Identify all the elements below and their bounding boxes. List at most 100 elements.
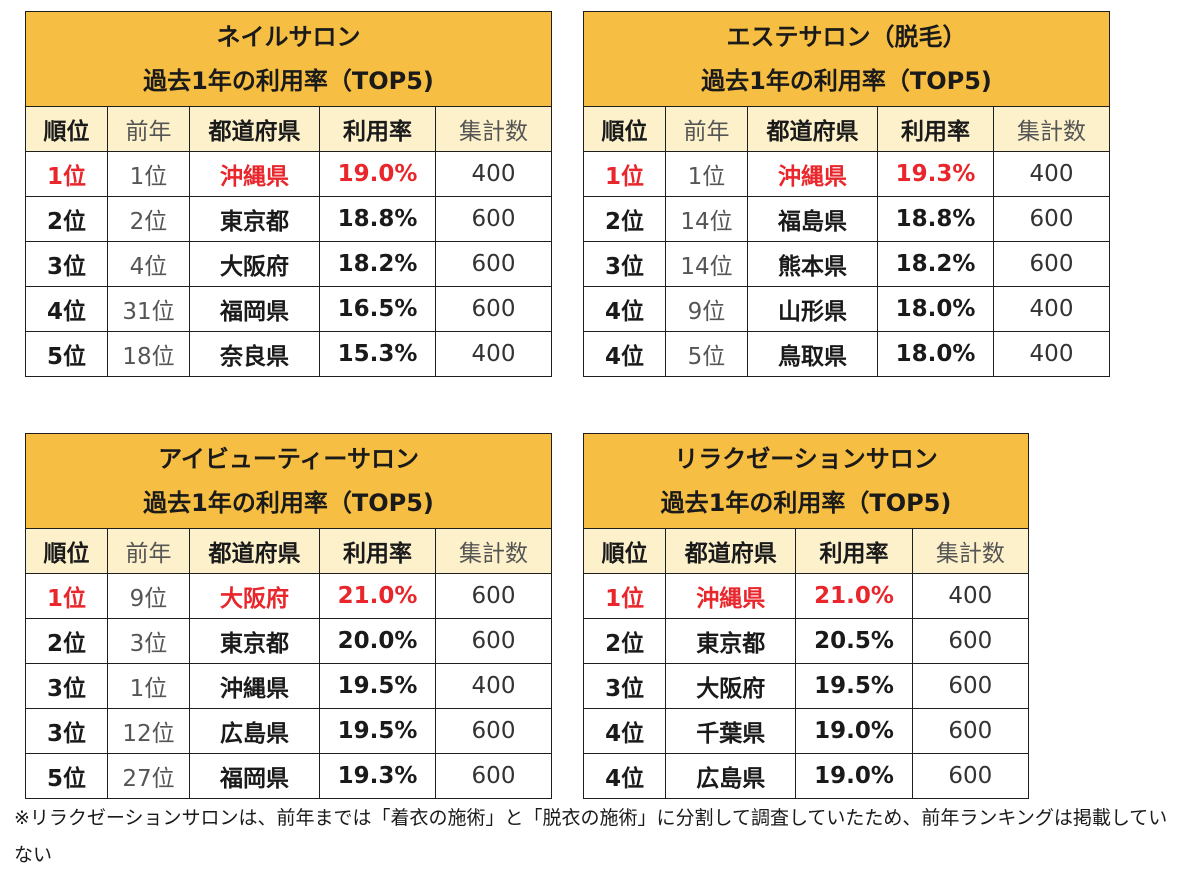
table-row: 5位 27位 福岡県 19.3% 600 [25,753,553,799]
cell-pref: 東京都 [665,618,797,664]
cell-rank: 3位 [582,663,667,709]
cell-rank: 3位 [25,663,108,709]
cell-rank: 4位 [583,331,666,377]
cell-rate: 18.2% [877,241,994,287]
header-rank: 順位 [583,106,666,152]
cell-count: 600 [434,286,553,332]
cell-rank: 5位 [25,753,108,799]
cell-rank: 4位 [582,753,667,799]
header-rate: 利用率 [319,528,436,574]
ranking-table-esthe: エステサロン（脱毛） 過去1年の利用率（TOP5) 順位 前年 都道府県 利用率… [582,11,1111,377]
cell-count: 400 [434,331,553,377]
cell-rate: 21.0% [795,573,913,619]
cell-rank: 1位 [583,151,666,197]
cell-prev: 14位 [665,196,748,242]
table-row: 4位 31位 福岡県 16.5% 600 [25,286,553,332]
cell-rate: 19.5% [319,663,436,709]
header-pref: 都道府県 [747,106,878,152]
cell-prev: 14位 [665,241,748,287]
cell-prev: 3位 [107,618,190,664]
cell-rate: 16.5% [319,286,436,332]
cell-count: 600 [911,618,1030,664]
header-count: 集計数 [992,106,1111,152]
table-title-line2: 過去1年の利用率（TOP5) [701,67,992,95]
cell-prev: 31位 [107,286,190,332]
cell-rank: 3位 [583,241,666,287]
cell-rate: 19.0% [795,708,913,754]
cell-rank: 1位 [25,151,108,197]
cell-pref: 熊本県 [747,241,878,287]
cell-count: 600 [911,753,1030,799]
cell-pref: 東京都 [189,618,320,664]
cell-count: 400 [992,331,1111,377]
cell-count: 600 [434,196,553,242]
table-title-line1: アイビューティーサロン [158,445,419,473]
header-rank: 順位 [582,528,667,574]
cell-rate: 18.0% [877,286,994,332]
cell-pref: 千葉県 [665,708,797,754]
cell-pref: 山形県 [747,286,878,332]
header-pref: 都道府県 [665,528,797,574]
cell-pref: 福島県 [747,196,878,242]
cell-rank: 3位 [25,708,108,754]
table-row: 3位 14位 熊本県 18.2% 600 [583,241,1111,287]
table-row: 2位 14位 福島県 18.8% 600 [583,196,1111,242]
header-rank: 順位 [25,106,108,152]
cell-rate: 19.0% [795,753,913,799]
table-row: 4位 広島県 19.0% 600 [582,753,1030,799]
table-header-row: 順位 前年 都道府県 利用率 集計数 [25,528,553,574]
cell-rate: 20.5% [795,618,913,664]
cell-rank: 1位 [25,573,108,619]
cell-rank: 5位 [25,331,108,377]
header-pref: 都道府県 [189,106,320,152]
cell-rate: 19.5% [319,708,436,754]
header-rate: 利用率 [877,106,994,152]
cell-prev: 18位 [107,331,190,377]
cell-rate: 18.8% [877,196,994,242]
cell-prev: 1位 [107,663,190,709]
cell-pref: 福岡県 [189,286,320,332]
ranking-table-nail: ネイルサロン 過去1年の利用率（TOP5) 順位 前年 都道府県 利用率 集計数… [24,11,553,377]
cell-pref: 広島県 [665,753,797,799]
table-title: エステサロン（脱毛） 過去1年の利用率（TOP5) [582,11,1111,107]
cell-pref: 鳥取県 [747,331,878,377]
header-rate: 利用率 [795,528,913,574]
table-title-line1: リラクゼーションサロン [674,445,938,473]
table-title-line1: ネイルサロン [216,23,361,51]
cell-prev: 2位 [107,196,190,242]
table-row: 2位 2位 東京都 18.8% 600 [25,196,553,242]
table-row: 3位 大阪府 19.5% 600 [582,663,1030,709]
cell-pref: 大阪府 [665,663,797,709]
cell-rate: 18.0% [877,331,994,377]
cell-pref: 大阪府 [189,241,320,287]
ranking-table-relaxation: リラクゼーションサロン 過去1年の利用率（TOP5) 順位 都道府県 利用率 集… [582,433,1030,799]
cell-count: 600 [911,708,1030,754]
cell-rank: 3位 [25,241,108,287]
header-count: 集計数 [434,106,553,152]
cell-rank: 2位 [583,196,666,242]
header-count: 集計数 [434,528,553,574]
table-row: 2位 東京都 20.5% 600 [582,618,1030,664]
cell-pref: 奈良県 [189,331,320,377]
table-title: リラクゼーションサロン 過去1年の利用率（TOP5) [583,433,1029,529]
table-header-row: 順位 前年 都道府県 利用率 集計数 [25,106,553,152]
cell-rate: 18.2% [319,241,436,287]
cell-rank: 2位 [25,618,108,664]
ranking-table-eye-beauty: アイビューティーサロン 過去1年の利用率（TOP5) 順位 前年 都道府県 利用… [24,433,553,799]
cell-rank: 4位 [25,286,108,332]
cell-rate: 19.0% [319,151,436,197]
cell-count: 400 [992,151,1111,197]
cell-pref: 沖縄県 [189,663,320,709]
cell-rate: 20.0% [319,618,436,664]
cell-prev: 5位 [665,331,748,377]
cell-count: 400 [911,573,1030,619]
table-title-line2: 過去1年の利用率（TOP5) [660,489,952,517]
cell-count: 600 [434,618,553,664]
table-row: 3位 4位 大阪府 18.2% 600 [25,241,553,287]
table-title: ネイルサロン 過去1年の利用率（TOP5) [24,11,553,107]
cell-pref: 東京都 [189,196,320,242]
cell-pref: 大阪府 [189,573,320,619]
footnote: ※リラクゼーションサロンは、前年までは「着衣の施術」と「脱衣の施術」に分割して調… [14,807,1168,866]
cell-count: 600 [434,241,553,287]
table-title: アイビューティーサロン 過去1年の利用率（TOP5) [24,433,553,529]
